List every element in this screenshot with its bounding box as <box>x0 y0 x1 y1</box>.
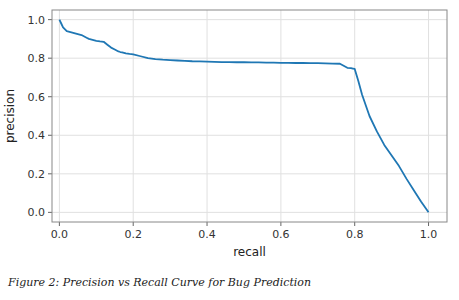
grid-line <box>428 10 429 222</box>
tick <box>48 135 52 136</box>
tick <box>48 173 52 174</box>
tick-label: 0.4 <box>198 228 216 241</box>
tick-label: 0.0 <box>51 228 69 241</box>
tick-label: 1.0 <box>420 228 438 241</box>
tick-label: 0.6 <box>28 91 46 104</box>
grid <box>52 10 447 222</box>
tick <box>428 222 429 226</box>
x-axis-label: recall <box>233 245 266 259</box>
tick <box>48 58 52 59</box>
tick-label: 0.6 <box>272 228 290 241</box>
axes: 0.0 0.2 0.4 0.6 0.8 1.0 0.0 0.2 0.4 0.6 0.8 1.0 <box>28 10 448 241</box>
tick-label: 0.8 <box>28 52 46 65</box>
tick <box>280 222 281 226</box>
tick <box>207 222 208 226</box>
tick-label: 1.0 <box>28 14 46 27</box>
tick-label: 0.2 <box>124 228 142 241</box>
line <box>59 20 428 213</box>
tick-label: 0.4 <box>28 129 46 142</box>
tick-label: 0.0 <box>28 206 46 219</box>
tick <box>48 212 52 213</box>
grid-line <box>280 10 281 222</box>
grid-line <box>52 173 447 174</box>
chart: 0.0 0.2 0.4 0.6 0.8 1.0 0.0 0.2 0.4 0.6 0.8 1.0 reca… <box>0 0 459 300</box>
grid-line <box>354 10 355 222</box>
grid-line <box>52 135 447 136</box>
grid-line <box>207 10 208 222</box>
grid-line <box>52 96 447 97</box>
grid-line <box>52 58 447 59</box>
grid-line <box>133 10 134 222</box>
plot-frame <box>52 10 447 222</box>
grid-line <box>52 212 447 213</box>
tick <box>59 222 60 226</box>
tick <box>48 19 52 20</box>
grid-line <box>52 19 447 20</box>
tick <box>354 222 355 226</box>
tick <box>48 96 52 97</box>
y-axis-label: precision <box>3 89 17 143</box>
grid-line <box>59 10 60 222</box>
tick-label: 0.2 <box>28 168 46 181</box>
tick <box>133 222 134 226</box>
tick-label: 0.8 <box>346 228 364 241</box>
caption: Figure 2: Precision vs Recall Curve for … <box>7 276 311 289</box>
plot-area <box>59 20 428 213</box>
